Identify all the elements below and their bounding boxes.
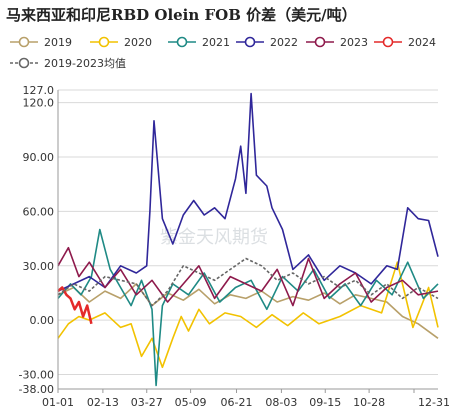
- watermark-text: 紫金天风期货: [160, 227, 268, 248]
- watermark: 紫金天风期货: [160, 227, 268, 248]
- x-tick-label: 06-21: [221, 396, 253, 409]
- series-line-2023: [57, 246, 439, 307]
- legend-marker: [18, 36, 30, 48]
- legend-item: 2022: [236, 36, 298, 49]
- legend-item: 2020: [90, 36, 152, 49]
- y-tick-label: 127.0: [23, 84, 55, 97]
- legend-item: 2019-2023均值: [10, 57, 126, 70]
- grid: [58, 89, 438, 390]
- chart-title: 马来西亚和印尼RBD Olein FOB 价差（美元/吨）: [6, 6, 357, 24]
- series-line-2024: [57, 286, 93, 325]
- legend-item: 2021: [168, 36, 230, 49]
- y-tick-label: 30.00: [23, 260, 55, 273]
- legend-label: 2020: [124, 36, 152, 49]
- x-tick-label: 12-31: [418, 396, 450, 409]
- series-line-2019-2023均值: [57, 257, 439, 307]
- legend-item: 2024: [374, 36, 436, 49]
- legend-item: 2019: [10, 36, 72, 49]
- legend-label: 2019-2023均值: [44, 57, 126, 70]
- legend-label: 2024: [408, 36, 436, 49]
- series-line-2021: [57, 228, 439, 387]
- x-tick-label: 03-27: [131, 396, 163, 409]
- y-tick-label: 60.00: [23, 205, 55, 218]
- legend-label: 2021: [202, 36, 230, 49]
- legend-marker: [18, 57, 30, 69]
- series-line-2019: [57, 283, 439, 339]
- legend-item: 2023: [306, 36, 368, 49]
- y-tick-label: -38.00: [19, 383, 54, 396]
- legend-marker: [382, 36, 394, 48]
- x-tick-label: 08-03: [265, 396, 297, 409]
- x-tick-label: 05-09: [175, 396, 207, 409]
- y-tick-label: 0.00: [30, 314, 55, 327]
- y-tick-label: -30.00: [19, 369, 54, 382]
- y-tick-label: 120.0: [23, 97, 55, 110]
- legend: 2019 2020 2021 2022 2023 2024 2019-2023均值: [10, 36, 436, 70]
- y-tick-label: 90.00: [23, 151, 55, 164]
- x-tick-label: 01-01: [42, 396, 74, 409]
- legend-marker: [176, 36, 188, 48]
- legend-label: 2023: [340, 36, 368, 49]
- legend-label: 2019: [44, 36, 72, 49]
- series-line-2022: [57, 92, 439, 292]
- legend-marker: [98, 36, 110, 48]
- legend-marker: [244, 36, 256, 48]
- series-line-2020: [57, 261, 439, 369]
- x-tick-label: 02-13: [87, 396, 119, 409]
- legend-marker: [314, 36, 326, 48]
- x-axis: 01-01 02-13 03-27 05-09 06-21 08-03 09-15 10-28…: [42, 388, 450, 409]
- y-axis: -38.00-30.00 0.00 30.00 60.00 90.00 120.0127.…: [19, 84, 59, 396]
- x-tick-label: 09-15: [309, 396, 341, 409]
- x-tick-label: 10-28: [353, 396, 385, 409]
- legend-label: 2022: [270, 36, 298, 49]
- series-layer: [57, 92, 439, 387]
